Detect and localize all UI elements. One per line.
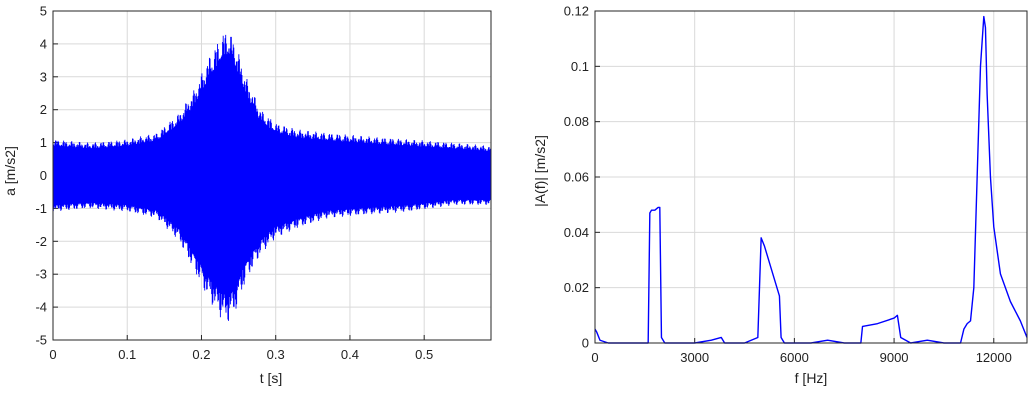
waveform-y-tick-label: 5 — [40, 4, 47, 19]
spectrum-x-axis-label: f [Hz] — [795, 370, 828, 386]
spectrum-y-tick-label: 0 — [582, 336, 589, 351]
waveform-y-axis-label: a [m/s2] — [2, 146, 18, 196]
waveform-plot-frame — [52, 10, 492, 341]
waveform-x-tick-label: 0.2 — [192, 347, 210, 362]
spectrum-x-tick-label: 3000 — [680, 350, 709, 365]
spectrum-series-line — [594, 15, 1028, 344]
waveform-y-tick-label: 4 — [40, 36, 47, 51]
spectrum-x-tick-label: 6000 — [780, 350, 809, 365]
spectrum-y-tick-label: 0.04 — [564, 225, 589, 240]
spectrum-x-tick-label: 0 — [591, 350, 598, 365]
spectrum-y-tick-label: 0.02 — [564, 280, 589, 295]
waveform-y-tick-label: 0 — [40, 168, 47, 183]
spectrum-y-axis-label: |A(f)| [m/s2] — [532, 135, 548, 207]
waveform-series-line — [53, 34, 491, 321]
waveform-y-tick-label: 3 — [40, 69, 47, 84]
waveform-x-tick-label: 0.3 — [267, 347, 285, 362]
waveform-x-tick-label: 0.1 — [118, 347, 136, 362]
waveform-y-tick-label: -4 — [35, 300, 47, 315]
waveform-y-tick-label: -5 — [35, 333, 47, 348]
spectrum-x-tick-label: 9000 — [880, 350, 909, 365]
waveform-x-tick-label: 0.4 — [341, 347, 359, 362]
spectrum-y-tick-label: 0.12 — [564, 4, 589, 19]
waveform-y-tick-label: -1 — [35, 201, 47, 216]
waveform-x-tick-label: 0.5 — [415, 347, 433, 362]
spectrum-y-tick-label: 0.06 — [564, 170, 589, 185]
spectrum-x-tick-label: 12000 — [976, 350, 1012, 365]
waveform-x-tick-label: 0 — [49, 347, 56, 362]
waveform-y-tick-label: 2 — [40, 102, 47, 117]
spectrum-y-tick-label: 0.1 — [571, 59, 589, 74]
spectrum-chart: f [Hz] |A(f)| [m/s2] 0 3000 6000 9000 12000 0… — [532, 4, 1028, 386]
waveform-y-tick-label: -2 — [35, 234, 47, 249]
waveform-x-axis-label: t [s] — [260, 370, 283, 386]
waveform-chart: t [s] a [m/s2] 0 0.1 0.2 0.3 0.4 0.5 5 4 3 2 1 0 -1 -… — [2, 4, 492, 386]
waveform-y-tick-label: -3 — [35, 267, 47, 282]
waveform-y-tick-label: 1 — [40, 135, 47, 150]
spectrum-y-tick-label: 0.08 — [564, 114, 589, 129]
spectrum-plot-frame — [594, 10, 1028, 344]
